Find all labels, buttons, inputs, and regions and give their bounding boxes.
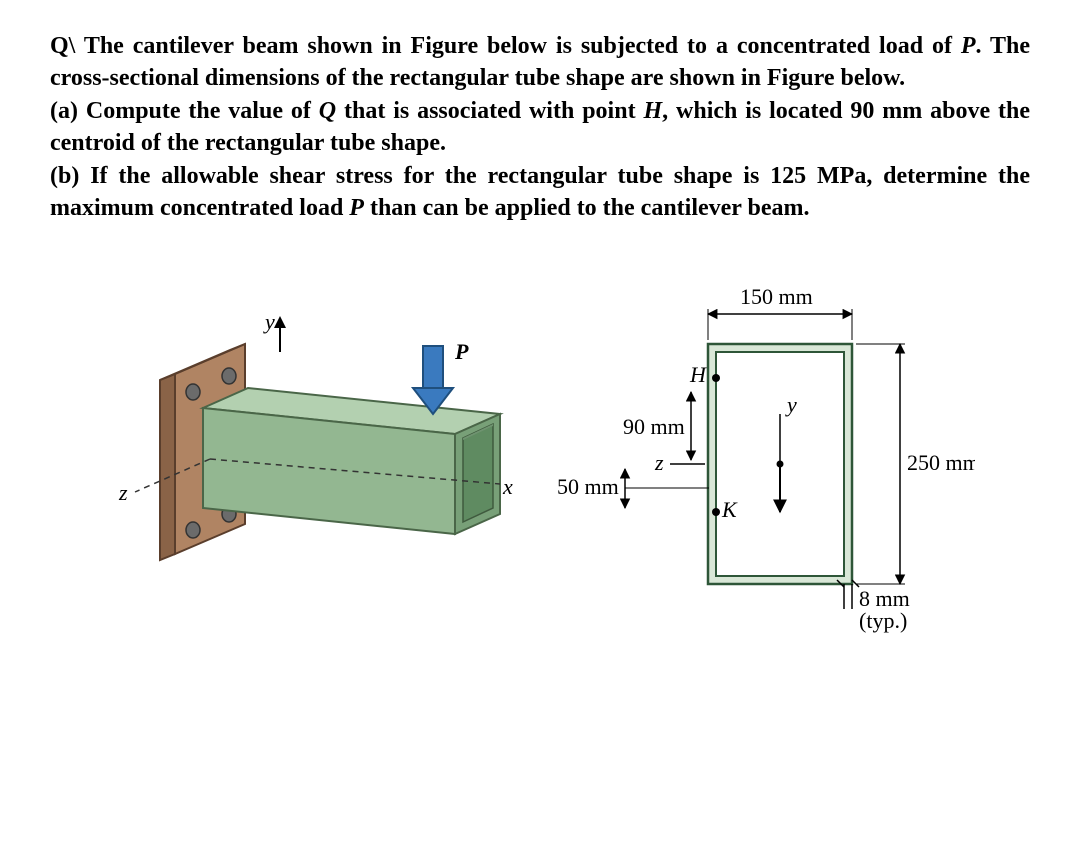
dim-250mm: 250 mm [856, 344, 975, 584]
dim-typ-text: (typ.) [859, 608, 907, 633]
dim-90-text: 90 mm [623, 414, 685, 439]
dim-150mm: 150 mm [708, 284, 852, 340]
dim-250-text: 250 mm [907, 450, 975, 475]
label-z: z [118, 480, 128, 505]
cross-section: y z H 90 mm K 50 mm [555, 274, 975, 634]
var-Q: Q [319, 98, 336, 124]
section-label-y: y [785, 392, 797, 417]
part-a-1: Compute the value of [78, 98, 319, 124]
dim-50mm: 50 mm [557, 469, 709, 508]
var-P: P [961, 33, 976, 59]
part-a-2: that is associated with point [336, 98, 643, 124]
var-H: H [643, 98, 662, 124]
label-K: K [721, 497, 738, 522]
q-prefix: Q\ [50, 33, 75, 59]
dim-8mm: 8 mm (typ.) [837, 580, 910, 633]
label-x: x [502, 474, 513, 499]
label-H: H [689, 362, 707, 387]
load-arrow: P [413, 339, 469, 414]
part-b-2: than can be applied to the cantilever be… [364, 195, 810, 221]
beam-isometric: y x z P [105, 304, 525, 604]
intro-1: The cantilever beam shown in Figure belo… [75, 33, 961, 59]
dim-150-text: 150 mm [740, 284, 813, 309]
dim-50-text: 50 mm [557, 474, 619, 499]
section-label-z: z [654, 450, 664, 475]
label-y: y [263, 309, 275, 334]
part-a-prefix: (a) [50, 98, 78, 124]
y-axis: y [263, 309, 280, 352]
part-b-prefix: (b) [50, 163, 79, 189]
label-P: P [454, 339, 469, 364]
var-P-2: P [349, 195, 364, 221]
figure-area: y x z P [50, 274, 1030, 634]
tube-beam [203, 388, 500, 534]
question-text: Q\ The cantilever beam shown in Figure b… [50, 30, 1030, 224]
